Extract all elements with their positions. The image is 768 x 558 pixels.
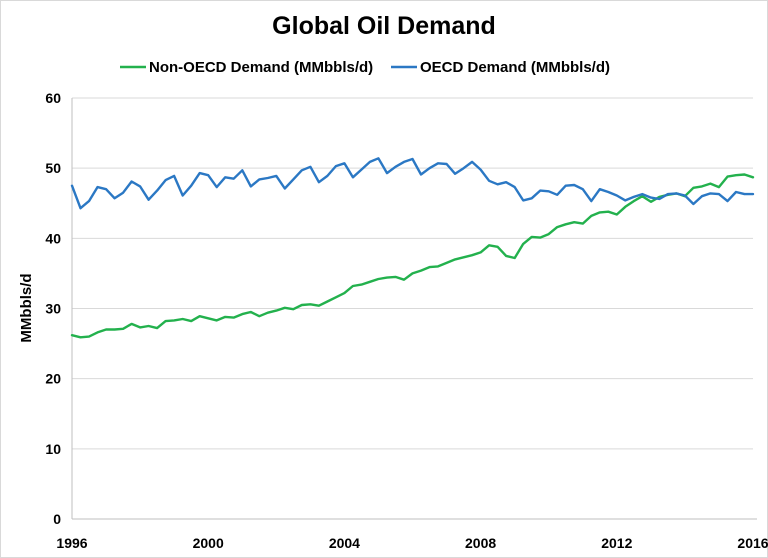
legend-label-oecd: OECD Demand (MMbbls/d) bbox=[420, 59, 610, 76]
series-line-oecd bbox=[70, 157, 755, 210]
y-tick-label: 50 bbox=[45, 160, 61, 176]
axes bbox=[71, 98, 757, 520]
y-tick-label: 10 bbox=[45, 441, 61, 457]
y-tick-label: 60 bbox=[45, 90, 61, 106]
legend-label-non-oecd: Non-OECD Demand (MMbbls/d) bbox=[149, 59, 373, 76]
y-tick-label: 0 bbox=[53, 511, 61, 527]
legend: Non-OECD Demand (MMbbls/d) OECD Demand (… bbox=[120, 59, 610, 76]
gridlines bbox=[72, 97, 753, 450]
x-tick-label: 2012 bbox=[601, 535, 632, 551]
y-tick-label: 40 bbox=[45, 230, 61, 246]
x-axis-ticks: 1996 2000 2004 2008 2012 2016 bbox=[56, 535, 768, 551]
y-axis-ticks: 0 10 20 30 40 50 60 bbox=[45, 90, 61, 527]
y-tick-label: 30 bbox=[45, 301, 61, 317]
x-tick-label: 1996 bbox=[56, 535, 87, 551]
y-axis-title: MMbbls/d bbox=[18, 273, 35, 342]
x-tick-label: 2000 bbox=[193, 535, 224, 551]
chart-title: Global Oil Demand bbox=[272, 12, 496, 40]
series-line-non-oecd bbox=[70, 173, 755, 339]
x-tick-label: 2004 bbox=[329, 535, 360, 551]
y-tick-label: 20 bbox=[45, 371, 61, 387]
series-layer bbox=[70, 157, 755, 339]
x-tick-label: 2016 bbox=[737, 535, 768, 551]
x-tick-label: 2008 bbox=[465, 535, 496, 551]
